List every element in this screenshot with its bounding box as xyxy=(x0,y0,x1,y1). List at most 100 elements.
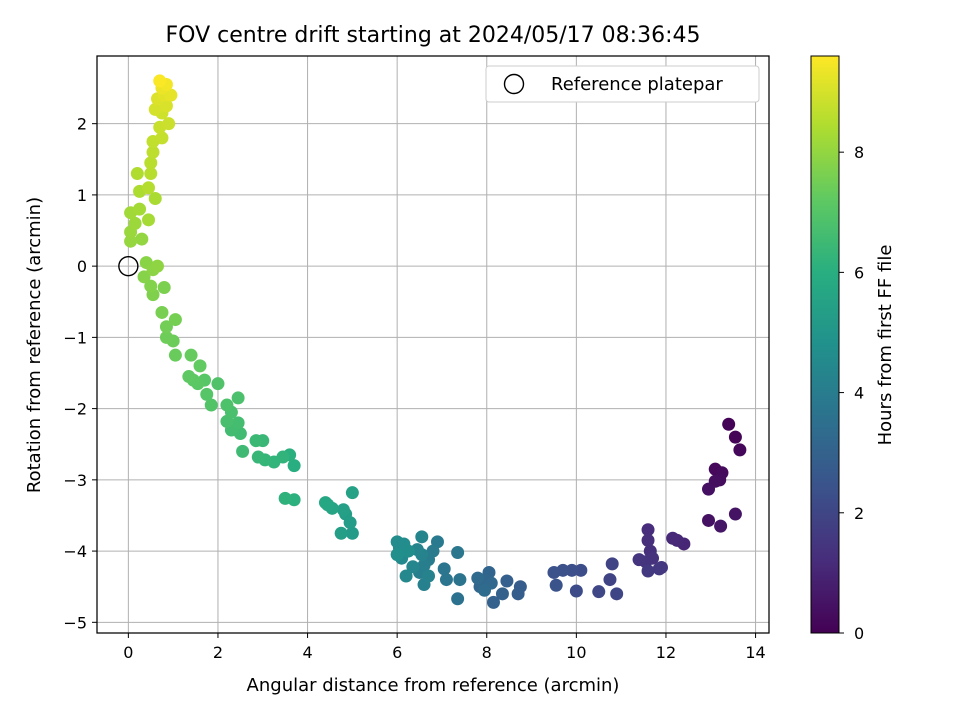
data-point xyxy=(728,507,742,521)
y-tick-label: −5 xyxy=(63,613,87,632)
data-point xyxy=(168,348,182,362)
data-point xyxy=(211,377,225,391)
y-tick-label: −4 xyxy=(63,542,87,561)
data-point xyxy=(495,587,509,601)
x-tick-label: 8 xyxy=(482,643,492,662)
data-point xyxy=(164,88,178,102)
legend-box xyxy=(485,65,760,103)
data-point xyxy=(148,102,162,116)
data-point xyxy=(486,595,500,609)
data-point xyxy=(610,587,624,601)
data-point xyxy=(451,546,465,560)
data-point xyxy=(603,573,617,587)
data-point xyxy=(287,459,301,473)
data-point xyxy=(168,313,182,327)
colorbar-gradient xyxy=(810,55,840,634)
data-point xyxy=(549,578,563,592)
data-point xyxy=(182,370,196,384)
chart-title: FOV centre drift starting at 2024/05/17 … xyxy=(166,23,701,48)
y-tick-label: 1 xyxy=(77,186,87,205)
data-point xyxy=(511,587,525,601)
data-point xyxy=(150,259,164,273)
data-point xyxy=(184,348,198,362)
x-axis-label: Angular distance from reference (arcmin) xyxy=(247,675,620,696)
data-point xyxy=(146,145,160,159)
colorbar-tick-label: 4 xyxy=(854,384,864,403)
data-point xyxy=(249,434,263,448)
x-tick-label: 4 xyxy=(302,643,312,662)
data-point xyxy=(733,443,747,457)
data-point xyxy=(204,398,218,412)
data-point xyxy=(135,232,149,246)
data-point xyxy=(144,279,158,293)
data-point xyxy=(702,513,716,527)
data-point xyxy=(415,530,429,544)
data-point xyxy=(159,330,173,344)
data-point xyxy=(569,584,583,598)
x-tick-label: 0 xyxy=(123,643,133,662)
data-point xyxy=(130,167,144,181)
data-point xyxy=(547,565,561,579)
colorbar-tick-label: 8 xyxy=(854,143,864,162)
data-point xyxy=(437,562,451,576)
y-tick-label: −1 xyxy=(63,328,87,347)
legend: Reference platepar xyxy=(485,65,760,103)
data-point xyxy=(318,496,332,510)
colorbar-tick-label: 0 xyxy=(854,624,864,643)
data-point xyxy=(453,573,467,587)
data-point xyxy=(401,544,415,558)
data-point xyxy=(702,482,716,496)
data-point xyxy=(162,117,176,131)
colorbar-ticks: 0 2 4 6 8 xyxy=(839,143,864,643)
y-tick-label: −3 xyxy=(63,471,87,490)
data-point xyxy=(399,569,413,583)
data-point xyxy=(390,548,404,562)
reference-marker xyxy=(118,255,139,277)
x-tick-label: 6 xyxy=(392,643,402,662)
data-point xyxy=(148,191,162,205)
data-point xyxy=(605,557,619,571)
data-point xyxy=(159,99,173,113)
data-point xyxy=(155,131,169,145)
data-point xyxy=(142,213,156,227)
data-point xyxy=(632,553,646,567)
data-point xyxy=(142,181,156,195)
x-tick-label: 12 xyxy=(656,643,676,662)
legend-label: Reference platepar xyxy=(551,74,723,95)
data-point xyxy=(137,270,151,284)
data-point xyxy=(278,491,292,505)
legend-marker-icon xyxy=(503,73,525,95)
data-point xyxy=(471,571,485,585)
data-point xyxy=(251,450,265,464)
data-point xyxy=(345,526,359,540)
data-point xyxy=(500,574,514,588)
data-point xyxy=(334,526,348,540)
data-point xyxy=(231,391,245,405)
data-point xyxy=(652,562,666,576)
data-points xyxy=(124,74,747,609)
data-point xyxy=(144,167,158,181)
data-point xyxy=(574,563,588,577)
data-point xyxy=(124,234,138,248)
data-point xyxy=(666,531,680,545)
data-point xyxy=(155,305,169,319)
plot-frame xyxy=(96,55,770,634)
data-point xyxy=(220,398,234,412)
data-point xyxy=(157,281,171,295)
data-point xyxy=(236,444,250,458)
data-point xyxy=(728,430,742,444)
data-point xyxy=(641,564,655,578)
data-point xyxy=(231,416,245,430)
data-point xyxy=(592,585,606,599)
y-tick-label: −2 xyxy=(63,400,87,419)
data-point xyxy=(422,569,436,583)
data-point xyxy=(128,216,142,230)
y-axis-ticks: −5 −4 −3 −2 −1 0 1 2 xyxy=(63,115,97,632)
data-point xyxy=(565,563,579,577)
data-point xyxy=(153,74,167,88)
data-point xyxy=(641,533,655,547)
data-point xyxy=(722,417,736,431)
data-point xyxy=(406,560,420,574)
data-point xyxy=(144,156,158,170)
